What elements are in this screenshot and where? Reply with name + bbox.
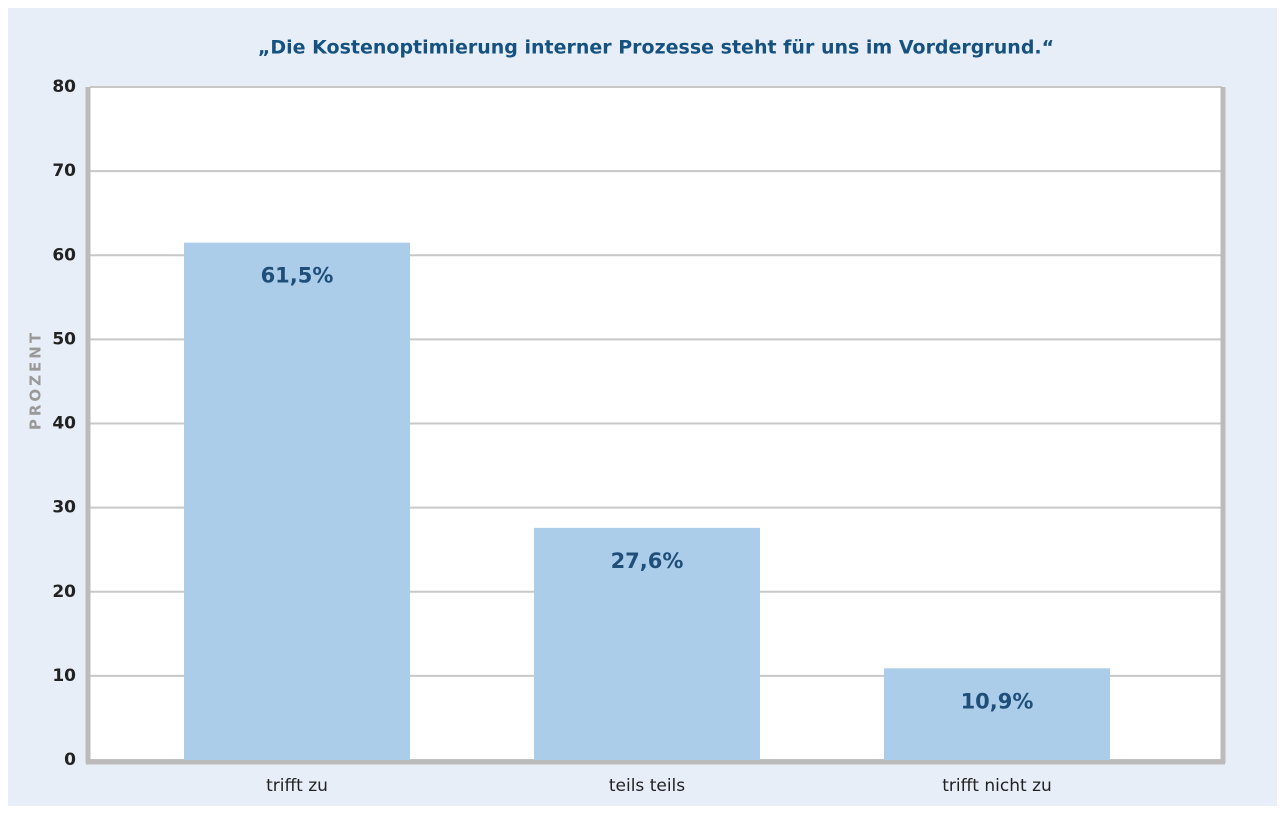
x-tick-label: teils teils xyxy=(609,776,685,796)
chart-title: „Die Kostenoptimierung interner Prozesse… xyxy=(258,37,1054,59)
y-tick-label: 0 xyxy=(64,750,76,770)
x-tick-label: trifft nicht zu xyxy=(942,776,1052,796)
value-label: 10,9% xyxy=(961,689,1034,713)
bar xyxy=(884,668,1110,760)
y-tick-label: 10 xyxy=(52,666,76,686)
value-label: 61,5% xyxy=(261,264,334,288)
value-label: 27,6% xyxy=(611,549,684,573)
y-tick-label: 20 xyxy=(52,582,76,602)
y-axis-label: PROZENT xyxy=(27,330,45,430)
y-tick-label: 60 xyxy=(52,245,76,265)
y-tick-label: 30 xyxy=(52,498,76,518)
y-tick-label: 70 xyxy=(52,161,76,181)
y-tick-label: 40 xyxy=(52,414,76,434)
y-tick-label: 50 xyxy=(52,329,76,349)
bar xyxy=(184,242,410,761)
bar xyxy=(534,527,760,760)
x-tick-label: trifft zu xyxy=(266,776,328,796)
y-tick-label: 80 xyxy=(52,77,76,97)
